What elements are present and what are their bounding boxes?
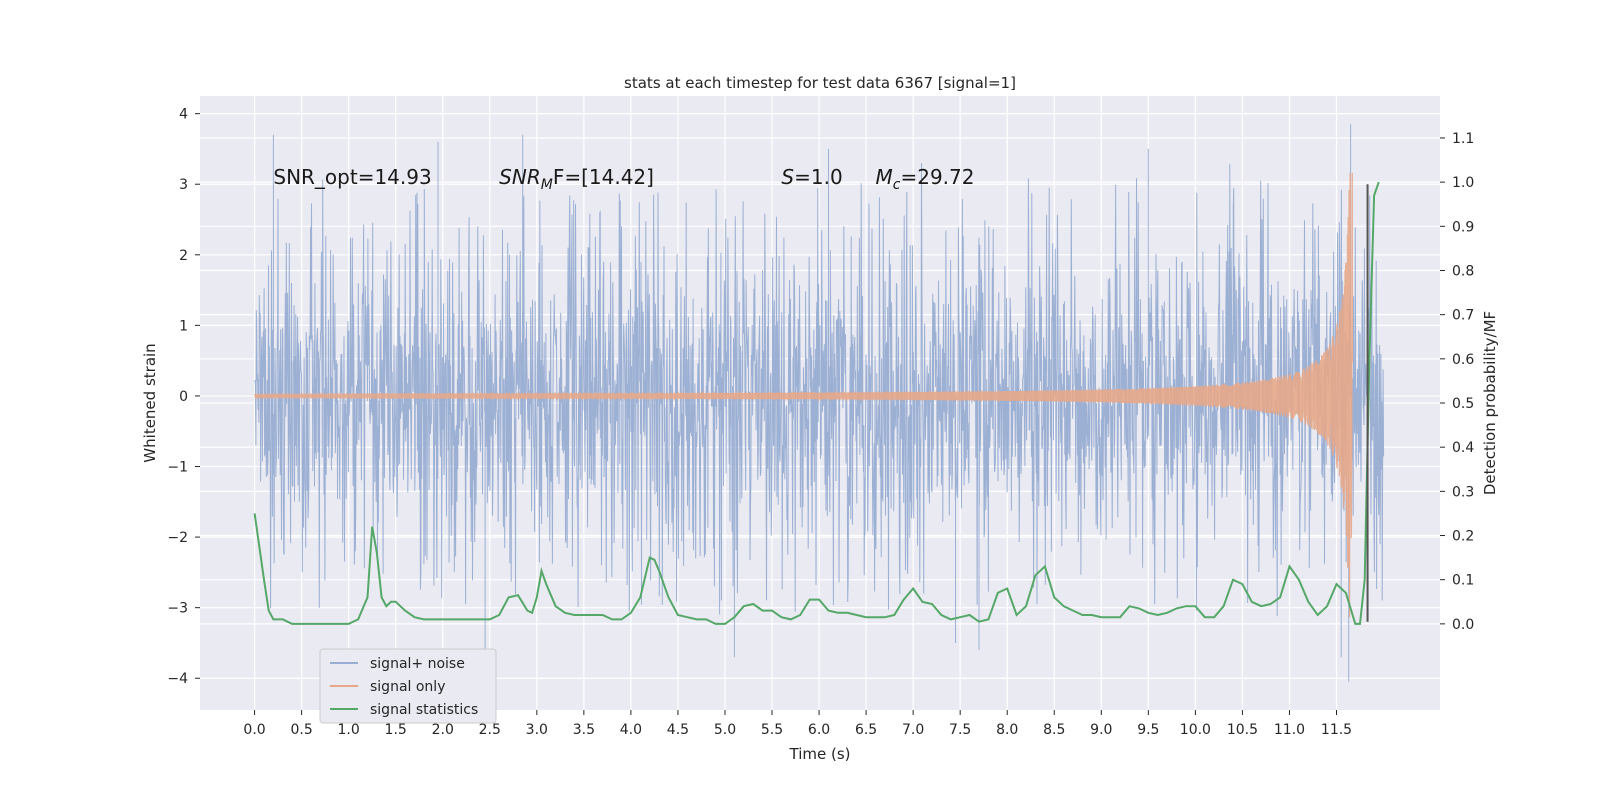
y-axis-ticks: 4 3 2 1 0 −1 −2 −3 −4 bbox=[167, 107, 200, 687]
legend-label: signal only bbox=[370, 679, 445, 695]
x-tick-label: 9.0 bbox=[1090, 722, 1112, 738]
x-tick-label: 3.5 bbox=[573, 722, 595, 738]
x-tick-label: 5.5 bbox=[761, 722, 783, 738]
annotations: SNR_opt=14.93 SNRMF=[14.42] S=1.0 Mc=29.72 bbox=[273, 165, 974, 193]
y-tick-label: 1 bbox=[179, 318, 188, 334]
x-tick-label: 11.5 bbox=[1321, 722, 1352, 738]
y2-tick-label: 0.4 bbox=[1452, 440, 1474, 456]
legend: signal+ noise signal only signal statistic… bbox=[319, 648, 497, 724]
chart-title: stats at each timestep for test data 636… bbox=[624, 74, 1016, 92]
x-tick-label: 6.0 bbox=[808, 722, 830, 738]
y-tick-label: 2 bbox=[179, 248, 188, 264]
y-tick-label: −3 bbox=[167, 601, 188, 617]
x-tick-label: 1.0 bbox=[338, 722, 360, 738]
y2-tick-label: 0.3 bbox=[1452, 484, 1474, 500]
x-tick-label: 7.5 bbox=[949, 722, 971, 738]
x-tick-label: 1.5 bbox=[385, 722, 407, 738]
y2-axis-label: Detection probability/MF bbox=[1481, 311, 1499, 495]
x-tick-label: 10.5 bbox=[1227, 722, 1258, 738]
y2-tick-label: 0.6 bbox=[1452, 352, 1474, 368]
x-tick-label: 11.0 bbox=[1274, 722, 1305, 738]
y2-tick-label: 0.9 bbox=[1452, 219, 1474, 235]
y-tick-label: −4 bbox=[167, 671, 188, 687]
y-tick-label: 0 bbox=[179, 389, 188, 405]
x-axis-label: Time (s) bbox=[789, 745, 851, 763]
y-tick-label: 3 bbox=[179, 177, 188, 193]
y-tick-label: 4 bbox=[179, 107, 188, 123]
y-tick-label: −2 bbox=[167, 530, 188, 546]
annotation-text: SNR_opt=14.93 bbox=[273, 165, 431, 189]
x-tick-label: 10.0 bbox=[1180, 722, 1211, 738]
y2-tick-label: 0.5 bbox=[1452, 396, 1474, 412]
y2-axis-ticks: 1.1 1.0 0.9 0.8 0.7 0.6 0.5 0.4 0.3 0.2 0.1 0.0 bbox=[1440, 131, 1474, 633]
x-tick-label: 6.5 bbox=[855, 722, 877, 738]
series-layer bbox=[253, 124, 1385, 682]
x-tick-label: 0.5 bbox=[290, 722, 312, 738]
x-tick-label: 3.0 bbox=[526, 722, 548, 738]
legend-label: signal statistics bbox=[370, 702, 478, 718]
x-tick-label: 4.0 bbox=[620, 722, 642, 738]
y2-tick-label: 1.0 bbox=[1452, 175, 1474, 191]
x-tick-label: 4.5 bbox=[667, 722, 689, 738]
y2-tick-label: 0.1 bbox=[1452, 573, 1474, 589]
y-tick-label: −1 bbox=[167, 460, 188, 476]
y2-tick-label: 0.2 bbox=[1452, 529, 1474, 545]
annotation-text: Mc=29.72 bbox=[876, 165, 975, 193]
x-tick-label: 2.5 bbox=[479, 722, 501, 738]
series-signal-only-line bbox=[254, 172, 1354, 618]
x-axis-ticks: 0.0 0.5 1.0 1.5 2.0 2.5 3.0 3.5 4.0 4.5 5.0 5.5 6.0 6… bbox=[243, 710, 1352, 738]
y-axis-label: Whitened strain bbox=[141, 343, 159, 462]
y2-tick-label: 0.7 bbox=[1452, 308, 1474, 324]
annotation-text: SNRMF=[14.42] bbox=[499, 165, 654, 193]
x-tick-label: 8.5 bbox=[1043, 722, 1065, 738]
x-tick-label: 2.0 bbox=[432, 722, 454, 738]
x-tick-label: 7.0 bbox=[902, 722, 924, 738]
y2-tick-label: 0.0 bbox=[1452, 617, 1474, 633]
x-tick-label: 0.0 bbox=[243, 722, 265, 738]
legend-label: signal+ noise bbox=[370, 656, 465, 672]
series-signal-statistics-line bbox=[253, 181, 1380, 625]
annotation-text: S=1.0 bbox=[781, 165, 842, 189]
y2-tick-label: 1.1 bbox=[1452, 131, 1474, 147]
legend-box bbox=[319, 648, 497, 724]
y2-tick-label: 0.8 bbox=[1452, 263, 1474, 279]
x-tick-label: 8.0 bbox=[996, 722, 1018, 738]
x-tick-label: 9.5 bbox=[1137, 722, 1159, 738]
x-tick-label: 5.0 bbox=[714, 722, 736, 738]
